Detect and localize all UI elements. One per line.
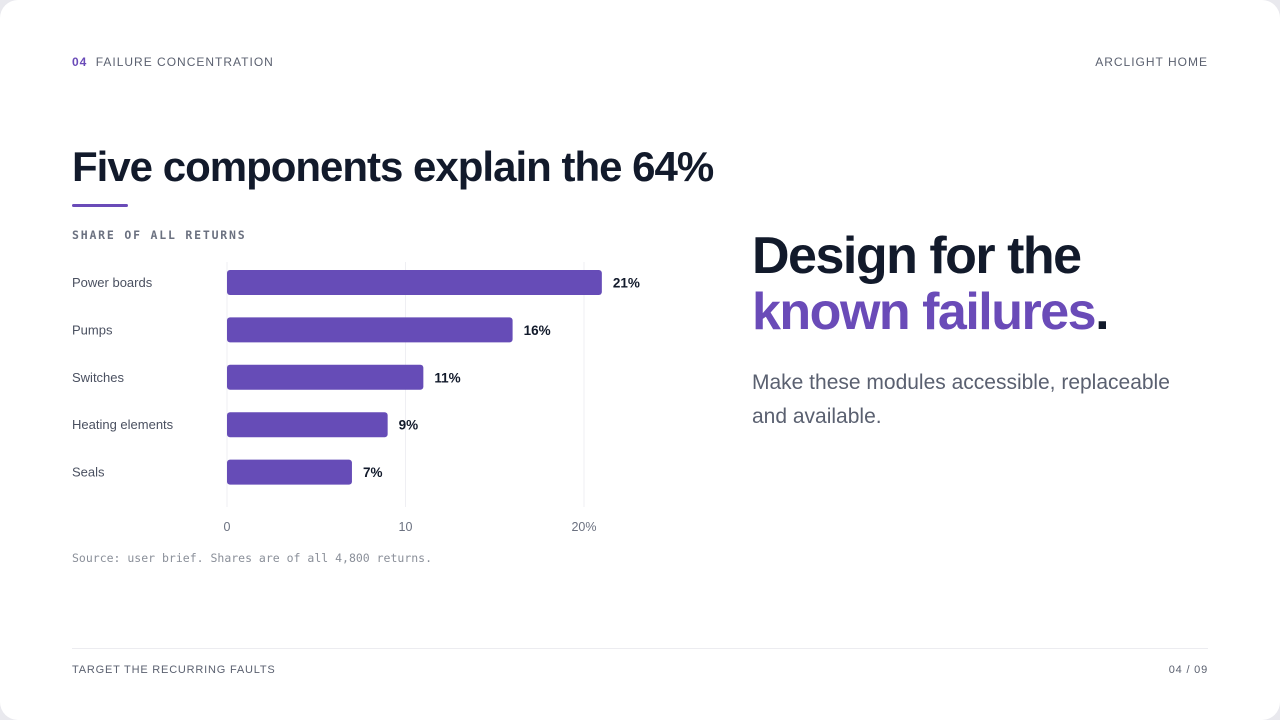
section-eyebrow: 04 FAILURE CONCENTRATION <box>72 55 274 69</box>
data-label: 11% <box>434 370 460 385</box>
x-tick-label-10: 10 <box>399 520 413 534</box>
data-label: 21% <box>613 276 640 291</box>
bar <box>227 317 513 343</box>
headline-line-1: Design for the <box>752 227 1082 285</box>
x-tick-label-20: 20% <box>571 520 596 534</box>
source-note: Source: user brief. Shares are of all 4,… <box>72 551 433 565</box>
headline-accent: known failures <box>752 283 1097 341</box>
data-label: 7% <box>363 465 383 480</box>
title-underline <box>72 204 128 207</box>
category-label: Heating elements <box>72 417 174 432</box>
bar-chart: 0 10 20% Power boards 21% Pumps 16% Switches 11%… <box>72 262 640 534</box>
headline-period: . <box>1095 283 1109 341</box>
bar <box>227 412 388 438</box>
footer-divider <box>72 648 1208 649</box>
category-label: Pumps <box>72 322 113 337</box>
category-label: Switches <box>72 370 125 385</box>
chart-label: SHARE OF ALL RETURNS <box>72 228 247 242</box>
data-label: 16% <box>524 323 551 338</box>
x-tick-label-0: 0 <box>224 520 231 534</box>
footer-caption: TARGET THE RECURRING FAULTS <box>72 664 276 676</box>
page-number: 04 / 09 <box>1168 664 1208 676</box>
brand-name: ARCLIGHT HOME <box>1095 55 1208 69</box>
headline: Design for the known failures. <box>752 228 1212 340</box>
category-label: Power boards <box>72 275 153 290</box>
data-label: 9% <box>399 418 419 433</box>
body-text: Make these modules accessible, replaceab… <box>752 371 1170 428</box>
section-number: 04 <box>72 55 88 69</box>
bar <box>227 270 602 295</box>
category-label: Seals <box>72 465 105 480</box>
bar <box>227 459 352 485</box>
headline-line-2: known failures. <box>752 284 1212 340</box>
slide-title: Five components explain the 64% <box>72 143 714 190</box>
bar <box>227 364 424 390</box>
section-title: FAILURE CONCENTRATION <box>95 55 274 69</box>
